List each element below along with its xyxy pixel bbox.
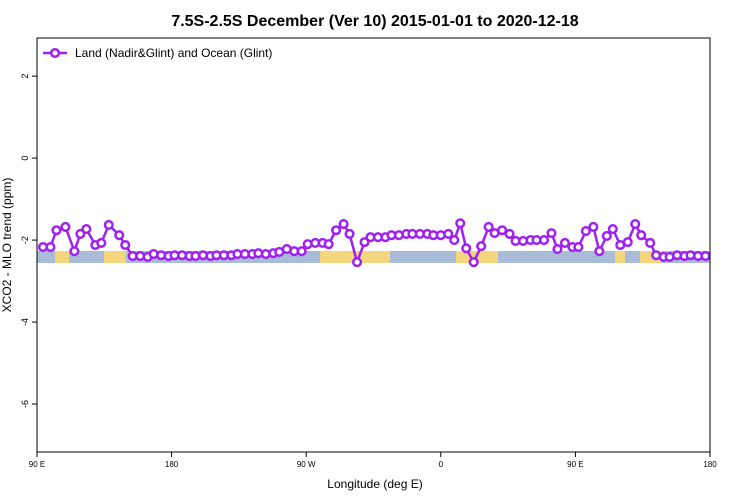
data-point <box>103 219 114 230</box>
data-point <box>51 225 62 236</box>
data-point <box>468 257 479 268</box>
data-point <box>607 223 618 235</box>
y-tick-label: -4 <box>20 318 30 326</box>
data-point <box>69 246 80 257</box>
y-tick-label: 0 <box>20 156 30 161</box>
data-point <box>120 239 131 251</box>
x-axis-label: Longitude (deg E) <box>327 477 422 491</box>
y-axis-label: XCO2 - MLO trend (ppm) <box>0 178 14 313</box>
data-point <box>645 237 656 249</box>
data-point <box>700 251 711 262</box>
y-tick-label: 2 <box>20 74 30 79</box>
chart-title: 7.5S-2.5S December (Ver 10) 2015-01-01 t… <box>171 13 578 30</box>
data-point <box>476 241 487 252</box>
x-tick-label: 0 <box>439 460 444 469</box>
data-point <box>60 221 71 233</box>
data-point <box>344 228 355 239</box>
data-point <box>443 228 454 239</box>
data-point <box>497 225 508 236</box>
data-point <box>504 228 515 239</box>
data-point <box>455 218 466 229</box>
data-point <box>636 230 647 241</box>
legend-marker <box>49 47 61 59</box>
data-point <box>351 257 363 268</box>
y-tick-label: -2 <box>20 236 30 244</box>
data-point <box>552 244 563 255</box>
x-tick-label: 180 <box>165 460 179 469</box>
data-point <box>331 225 342 236</box>
data-point <box>559 237 570 249</box>
data-point <box>449 235 460 246</box>
plot-frame <box>36 37 711 453</box>
data-point <box>588 221 599 233</box>
data-point <box>338 219 349 230</box>
data-point <box>296 246 307 257</box>
data-point <box>323 239 334 250</box>
data-point <box>96 237 107 249</box>
plot-area: 2 0 -2 -4 -6 90 E 180 90 W 0 90 E 180 Land (Nadir&G… <box>20 46 717 469</box>
data-point <box>546 228 557 239</box>
data-point <box>359 237 370 248</box>
data-point <box>75 228 86 239</box>
data-point <box>538 235 550 246</box>
legend-label: Land (Nadir&Glint) and Ocean (Glint) <box>75 46 272 60</box>
data-point <box>81 223 92 235</box>
data-point <box>45 241 56 253</box>
data-point <box>114 230 125 241</box>
data-point <box>580 226 591 237</box>
data-point <box>483 221 494 233</box>
x-tick-label: 90 E <box>567 460 583 469</box>
x-tick-label: 90 E <box>29 460 45 469</box>
data-point <box>461 243 472 254</box>
data-point <box>573 241 584 253</box>
data-point <box>622 237 633 248</box>
data-point <box>601 230 612 242</box>
x-tick-label: 90 W <box>297 460 316 469</box>
data-point <box>630 219 641 230</box>
y-tick-label: -6 <box>20 400 30 408</box>
x-tick-label: 180 <box>703 460 717 469</box>
data-point <box>594 246 605 257</box>
